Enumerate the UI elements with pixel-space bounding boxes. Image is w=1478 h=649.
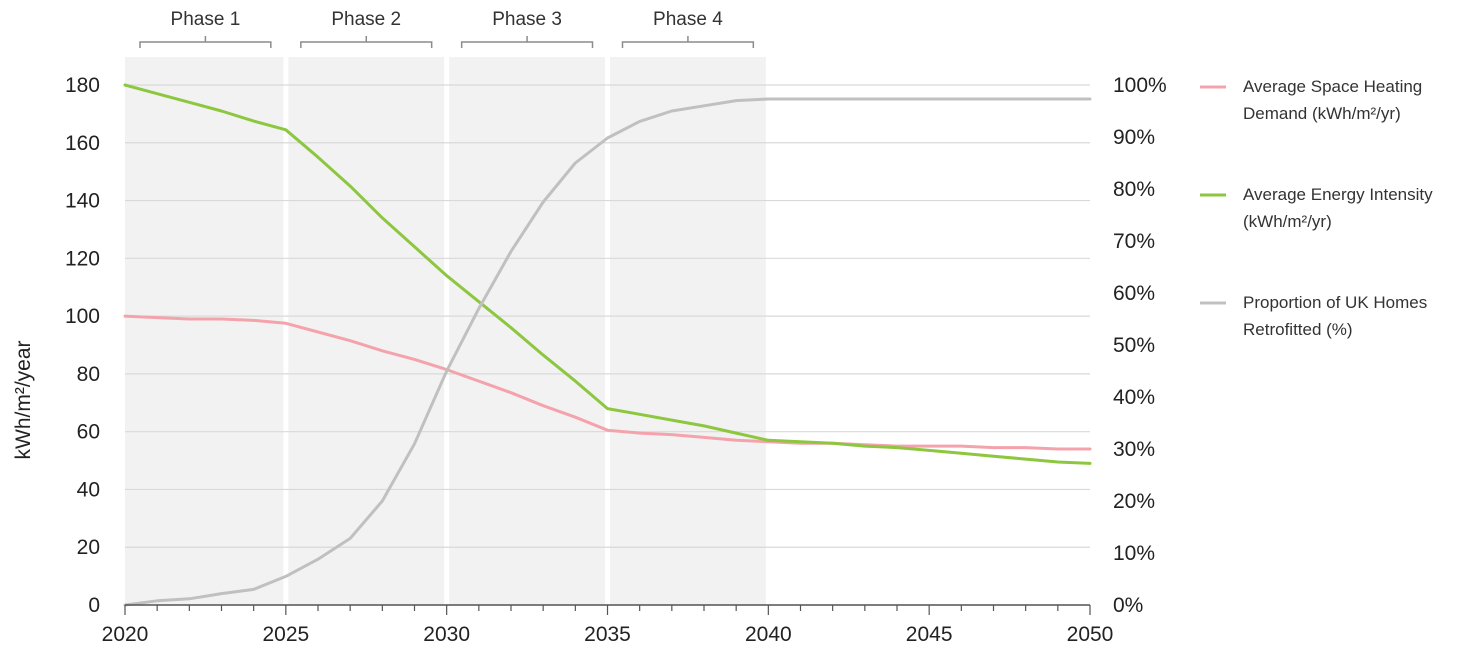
series-line-2 [123,83,1092,465]
phase-band-4 [610,57,766,605]
phase-label-3: Phase 3 [492,9,562,30]
legend-label-2-2: (kWh/m²/yr) [1243,212,1332,231]
y-axis-title: kWh/m²/year [12,340,35,459]
axes: 2020 2025 2030 2035 2040 2045 2050020406080100… [65,74,1167,646]
phase-bracket-3 [460,36,594,48]
legend-label-1-2: Demand (kWh/m²/yr) [1243,104,1401,123]
y-tick-label-1: 20 [77,536,100,559]
x-tick-label-6: 2050 [1067,623,1114,646]
phase-band-1 [125,57,284,605]
y-tick-label-3: 60 [77,421,100,444]
y-tick-label-0: 0 [88,594,100,617]
y2-tick-label-0: 0% [1113,594,1143,617]
y-tick-label-7: 140 [65,190,100,213]
x-tick-label-1: 2025 [262,623,309,646]
y-tick-label-6: 120 [65,247,100,270]
legend: Average Space Heating Demand (kWh/m²/yr) A… [1200,77,1433,339]
y2-tick-label-4: 40% [1113,386,1155,409]
legend-label-3-2: Retrofitted (%) [1243,320,1353,339]
y-tick-label-4: 80 [77,363,100,386]
x-tick-label-0: 2020 [102,623,149,646]
legend-label-3-1: Proportion of UK Homes [1243,293,1427,312]
y-tick-label-8: 160 [65,132,100,155]
y-tick-label-9: 180 [65,74,100,97]
phase-label-1: Phase 1 [171,9,241,30]
y2-tick-label-6: 60% [1113,282,1155,305]
y2-tick-label-7: 70% [1113,230,1155,253]
y2-tick-label-5: 50% [1113,334,1155,357]
x-tick-label-2: 2030 [423,623,470,646]
y2-tick-label-9: 90% [1113,126,1155,149]
series-line-1 [123,314,1092,451]
y-tick-label-5: 100 [65,305,100,328]
gridlines [125,84,1090,606]
phase-brackets: Phase 1 Phase 2 Phase 3 Phase 4 [139,9,755,48]
x-tick-label-3: 2035 [584,623,631,646]
phase-label-2: Phase 2 [331,9,401,30]
phase-bracket-1 [139,36,272,48]
legend-label-1-1: Average Space Heating [1243,77,1422,96]
series-line-3 [123,97,1092,607]
y-tick-label-2: 40 [77,478,100,501]
y2-tick-label-1: 10% [1113,542,1155,565]
phase-bracket-4 [621,36,755,48]
series-lines [123,83,1092,607]
y2-tick-label-2: 20% [1113,490,1155,513]
y2-tick-label-8: 80% [1113,178,1155,201]
phase-label-4: Phase 4 [653,9,723,30]
phase-band-3 [449,57,605,605]
x-tick-label-4: 2040 [745,623,792,646]
phase-bracket-2 [300,36,433,48]
y2-tick-label-10: 100% [1113,74,1167,97]
y2-tick-label-3: 30% [1113,438,1155,461]
x-tick-label-5: 2045 [906,623,953,646]
legend-label-2-1: Average Energy Intensity [1243,185,1433,204]
phase-bands [125,57,766,605]
